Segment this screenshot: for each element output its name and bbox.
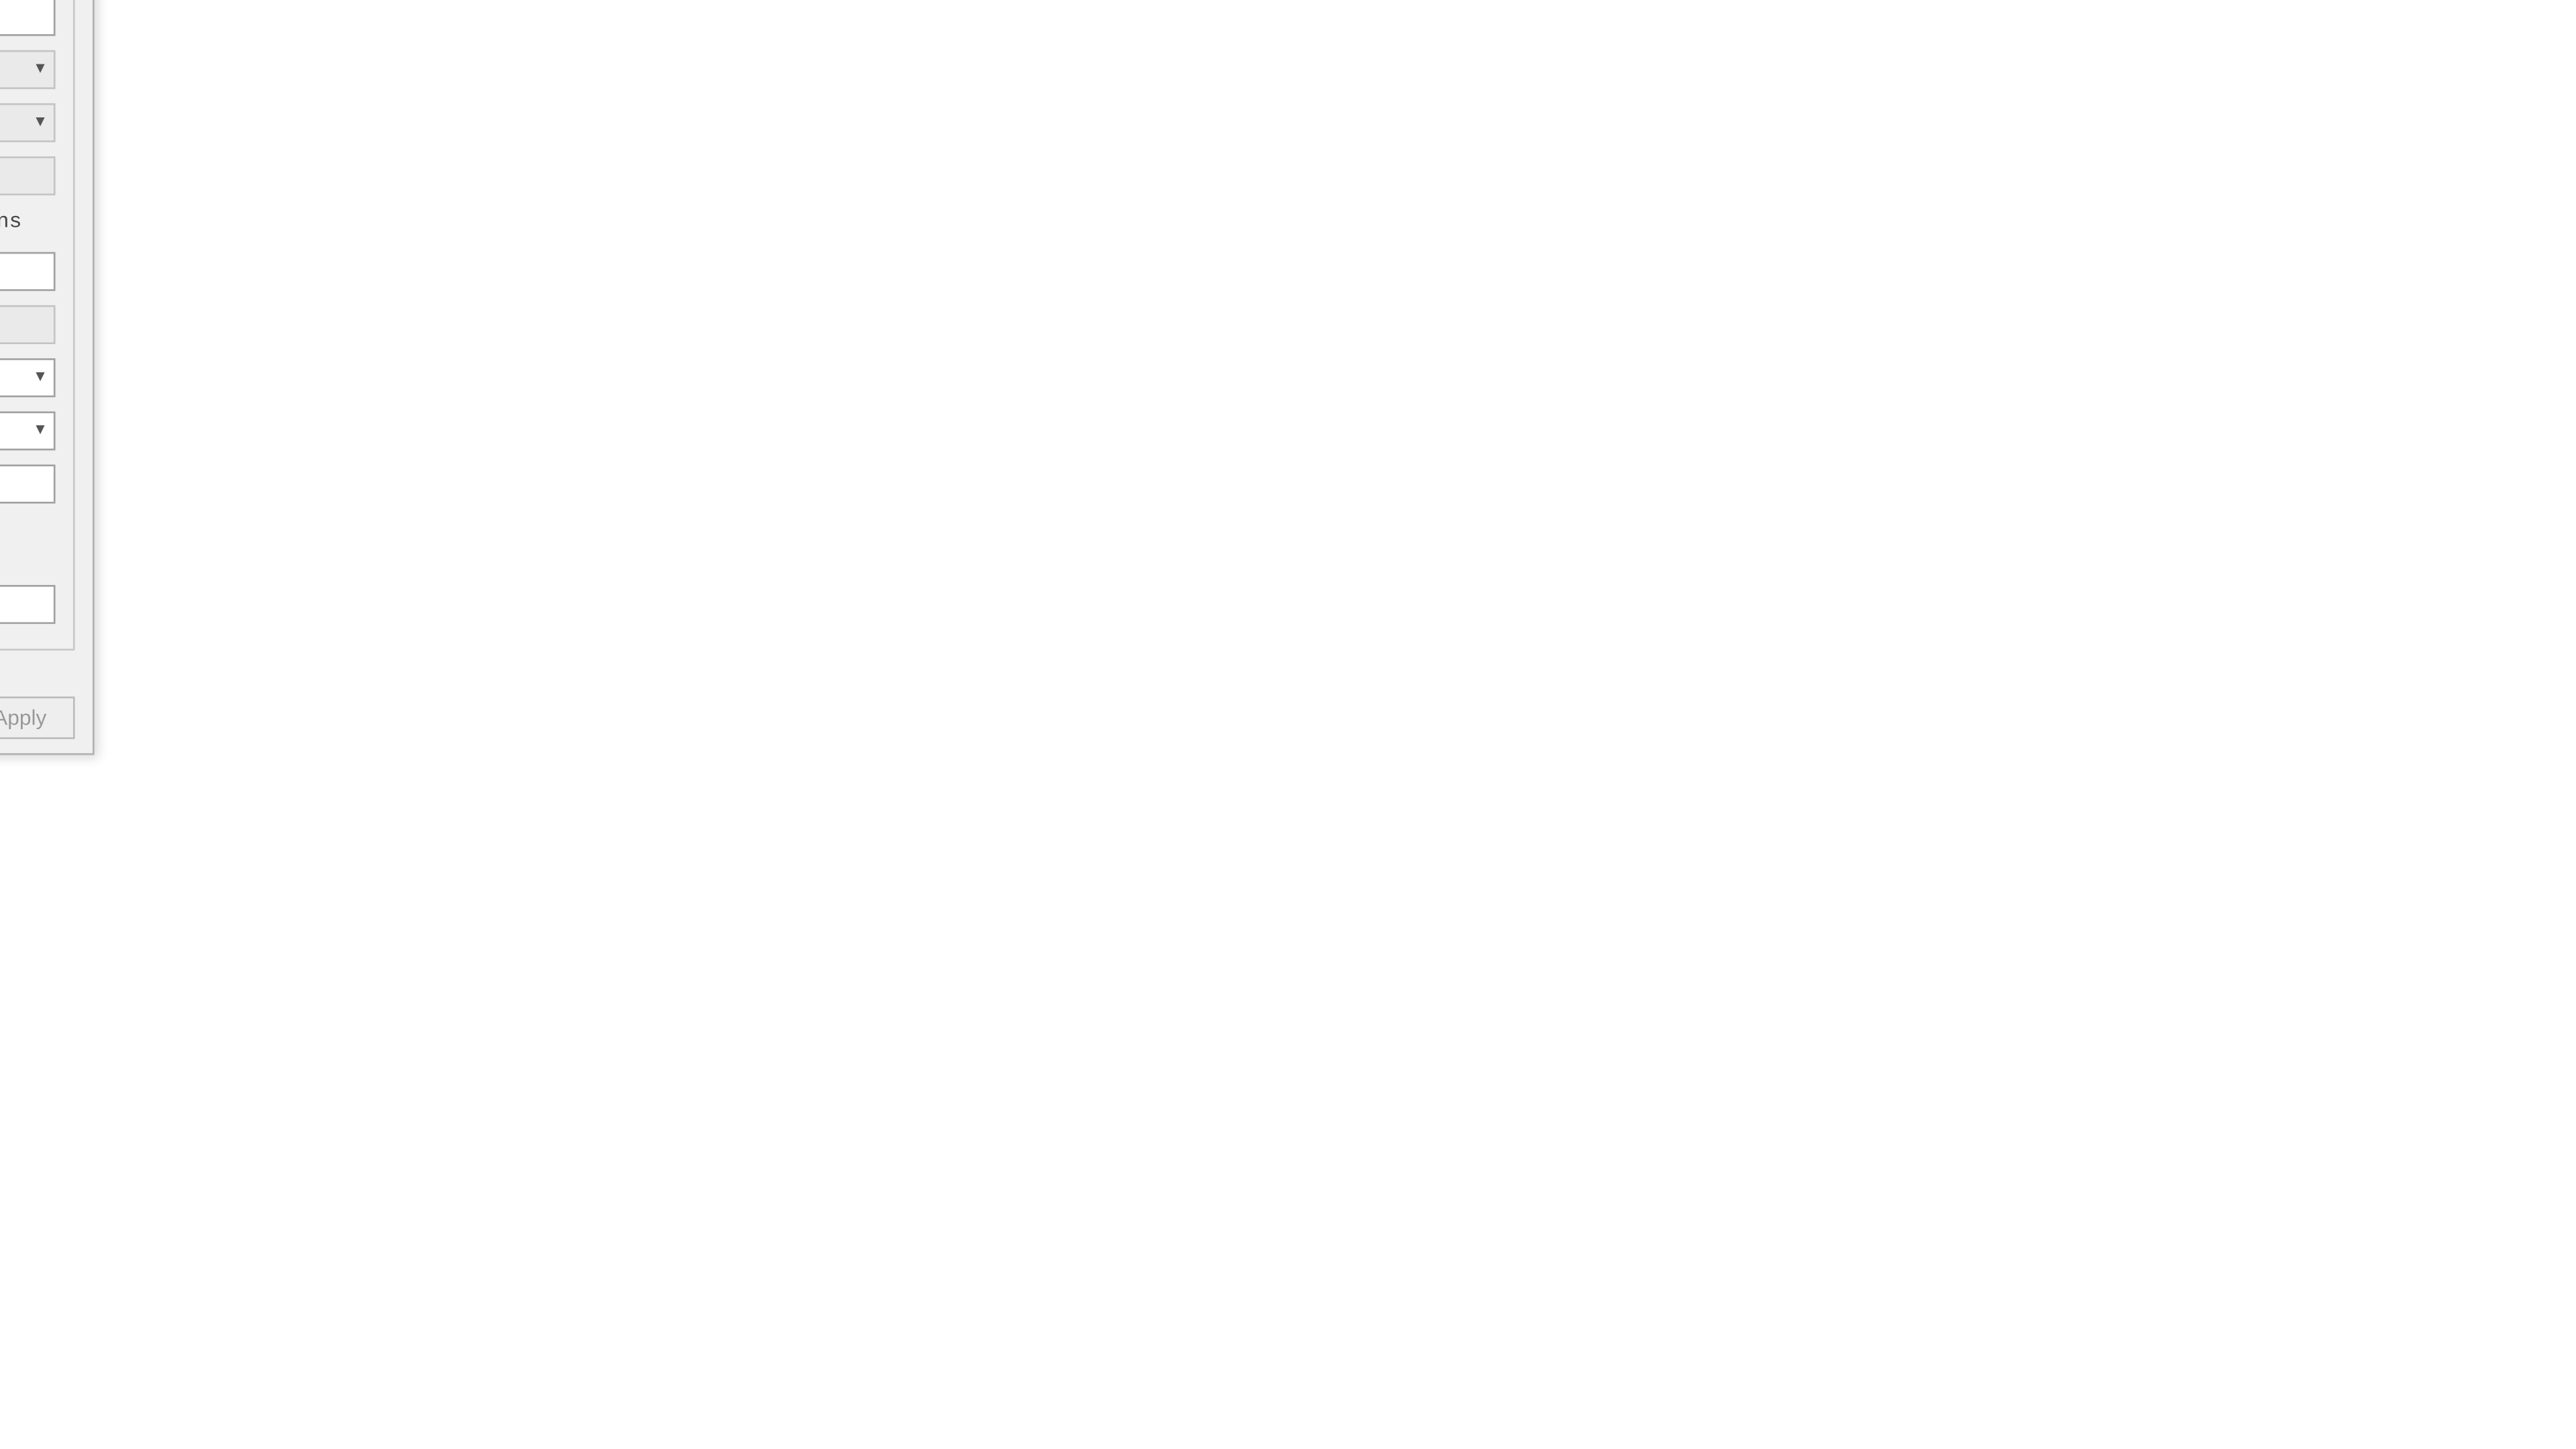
input-delay-budget[interactable]	[0, 465, 56, 504]
label-apply-filter: Apply filtering at 1-D/3-D connections w…	[0, 518, 56, 568]
input-partition-budget	[0, 156, 56, 195]
input-filter-tc[interactable]	[0, 585, 56, 624]
input-sample-time[interactable]	[0, 0, 56, 36]
select-linear-algebra[interactable]	[0, 358, 56, 397]
label-use-fixed-cost: Use fixed-cost runtime consistency itera…	[0, 209, 22, 234]
select-equation-form[interactable]	[0, 411, 56, 450]
apply-button: Apply	[0, 696, 75, 739]
solver-config-dialog: Block Parameters: Solver Configuration ✕…	[0, 0, 95, 755]
input-mode-iter	[0, 305, 56, 344]
select-partition-storage	[0, 103, 56, 142]
select-partition-method	[0, 50, 56, 89]
input-nonlinear-iter[interactable]	[0, 252, 56, 291]
